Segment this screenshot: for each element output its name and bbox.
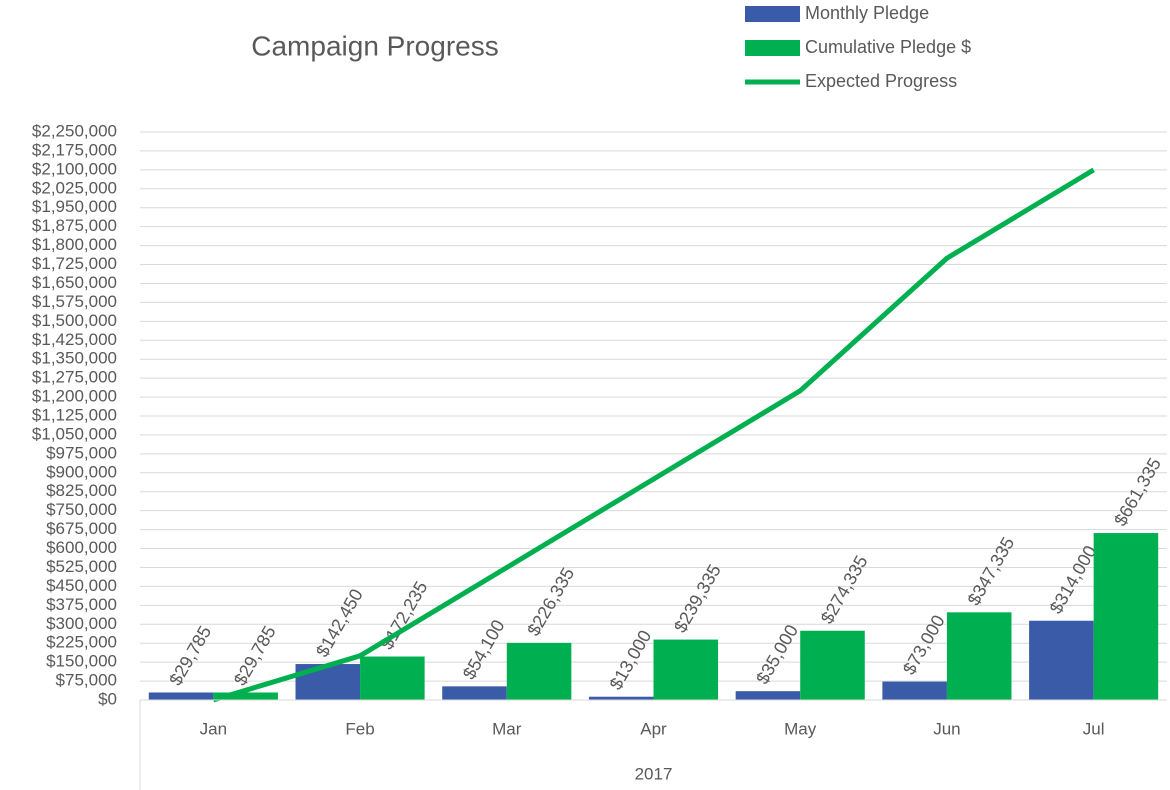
- chart-title: Campaign Progress: [251, 30, 498, 61]
- y-tick-label: $1,125,000: [32, 405, 117, 424]
- data-label: $29,785: [230, 622, 280, 688]
- y-tick-label: $825,000: [46, 481, 117, 500]
- x-tick-label: Mar: [492, 719, 522, 738]
- x-group-label: 2017: [635, 764, 673, 783]
- x-tick-label: Apr: [640, 719, 667, 738]
- x-tick-label: Jul: [1083, 719, 1105, 738]
- y-tick-label: $1,950,000: [32, 197, 117, 216]
- x-tick-label: Feb: [345, 719, 374, 738]
- y-tick-label: $900,000: [46, 462, 117, 481]
- y-tick-label: $75,000: [56, 671, 117, 690]
- bar: [1093, 533, 1159, 700]
- bar: [506, 642, 572, 700]
- y-tick-label: $1,725,000: [32, 254, 117, 273]
- y-tick-label: $150,000: [46, 652, 117, 671]
- y-tick-label: $300,000: [46, 614, 117, 633]
- bar: [653, 639, 719, 700]
- y-tick-label: $1,875,000: [32, 216, 117, 235]
- legend-swatch: [745, 6, 800, 22]
- y-tick-label: $1,800,000: [32, 235, 117, 254]
- bar: [588, 696, 654, 700]
- legend-label: Monthly Pledge: [805, 3, 929, 23]
- y-tick-label: $975,000: [46, 443, 117, 462]
- bar: [148, 692, 214, 700]
- legend-swatch: [745, 40, 800, 56]
- data-label: $226,335: [523, 564, 578, 639]
- line: [212, 167, 1095, 703]
- bar: [735, 691, 801, 700]
- y-tick-label: $2,250,000: [32, 121, 117, 140]
- data-label: $347,335: [963, 534, 1018, 609]
- bar: [800, 630, 865, 700]
- x-tick-label: May: [784, 719, 817, 738]
- y-tick-label: $1,050,000: [32, 424, 117, 443]
- y-tick-label: $2,100,000: [32, 159, 117, 178]
- y-tick-label: $1,575,000: [32, 292, 117, 311]
- bar: [213, 692, 278, 700]
- y-tick-label: $1,275,000: [32, 368, 117, 387]
- y-tick-label: $0: [98, 689, 117, 708]
- data-label: $54,100: [459, 616, 509, 682]
- y-tick-label: $750,000: [46, 500, 117, 519]
- data-label: $35,000: [752, 621, 802, 687]
- bar: [442, 686, 507, 700]
- data-label: $314,000: [1046, 542, 1101, 617]
- y-tick-label: $1,650,000: [32, 273, 117, 292]
- data-label: $142,450: [312, 585, 367, 660]
- y-tick-label: $1,500,000: [32, 311, 117, 330]
- legend-label: Cumulative Pledge $: [805, 37, 971, 57]
- bar: [1029, 620, 1094, 700]
- y-tick-label: $1,350,000: [32, 349, 117, 368]
- legend-label: Expected Progress: [805, 71, 957, 91]
- data-label: $274,335: [817, 552, 872, 627]
- y-tick-label: $675,000: [46, 519, 117, 538]
- y-tick-label: $2,025,000: [32, 178, 117, 197]
- bar: [360, 656, 425, 700]
- y-tick-label: $600,000: [46, 538, 117, 557]
- y-tick-label: $525,000: [46, 557, 117, 576]
- bar: [295, 664, 361, 700]
- bar: [882, 681, 947, 700]
- y-tick-label: $375,000: [46, 595, 117, 614]
- y-tick-label: $2,175,000: [32, 140, 117, 159]
- x-tick-label: Jun: [933, 719, 960, 738]
- data-label: $13,000: [605, 627, 655, 693]
- y-tick-label: $1,425,000: [32, 330, 117, 349]
- data-label: $73,000: [899, 612, 949, 678]
- y-tick-label: $1,200,000: [32, 387, 117, 406]
- y-tick-label: $450,000: [46, 576, 117, 595]
- bar: [946, 612, 1012, 700]
- x-tick-label: Jan: [200, 719, 227, 738]
- data-label: $29,785: [165, 622, 215, 688]
- y-tick-label: $225,000: [46, 633, 117, 652]
